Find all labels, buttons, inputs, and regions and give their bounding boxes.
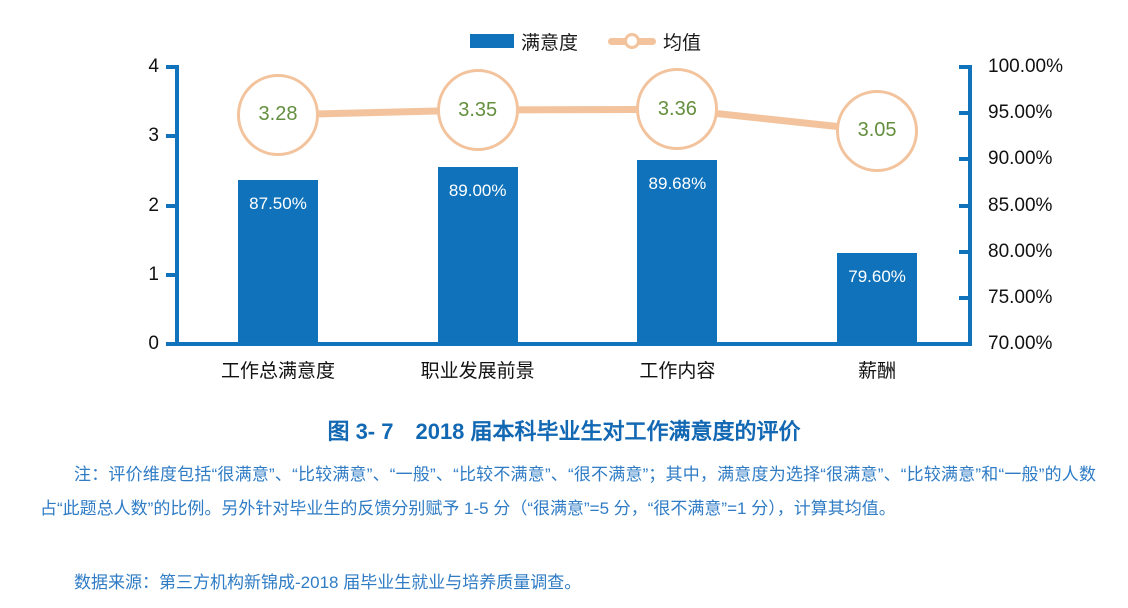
- figure-caption: 图 3- 7 2018 届本科毕业生对工作满意度的评价: [327, 419, 801, 444]
- bar-value-label: 87.50%: [249, 194, 307, 214]
- mean-marker-3: 3.05: [836, 89, 919, 172]
- mean-marker-1: 3.35: [436, 69, 519, 151]
- category-label: 工作内容: [639, 361, 716, 382]
- y-axis-right-ticklabel: 80.00%: [988, 240, 1053, 262]
- bar-3: [837, 253, 918, 342]
- y-axis-right-ticklabel: 85.00%: [988, 194, 1053, 216]
- bar-2: [637, 160, 718, 342]
- data-source-note: 数据来源：第三方机构新锦成-2018 届毕业生就业与培养质量调查。: [74, 573, 582, 592]
- figure-note: 注：评价维度包括“很满意”、“比较满意”、“一般”、“比较不满意”、“很不满意”…: [40, 465, 1096, 518]
- y-axis-right-tick: [959, 342, 968, 346]
- satisfaction-chart: 满意度 均值 4 3 2 1 0 100.00% 95.00% 90.00% 85.00% 80.…: [148, 28, 1064, 383]
- y-axis-left-line: [175, 65, 179, 346]
- chart-legend: 满意度 均值: [470, 28, 701, 54]
- y-axis-left-ticklabel: 4: [148, 56, 159, 77]
- bar-value-label: 89.00%: [448, 180, 507, 200]
- legend-line-marker-icon: [608, 33, 657, 49]
- y-axis-right-tick: [959, 111, 968, 116]
- y-axis-right-tick: [959, 203, 968, 208]
- y-axis-right-tick: [959, 65, 968, 69]
- y-axis-left-ticklabel: 1: [148, 263, 159, 285]
- y-axis-right-tick: [959, 295, 968, 300]
- y-axis-right-ticklabel: 95.00%: [988, 102, 1053, 124]
- legend-circle-icon: [624, 33, 641, 49]
- y-axis-right-ticklabel: 70.00%: [988, 333, 1053, 354]
- category-label: 工作总满意度: [220, 361, 335, 382]
- bar-0: [238, 180, 318, 342]
- y-axis-left-ticklabel: 3: [148, 125, 159, 147]
- y-axis-right-ticklabel: 75.00%: [988, 286, 1053, 308]
- bar-value-label: 79.60%: [848, 267, 906, 287]
- y-axis-right-tick: [959, 157, 968, 162]
- y-axis-right-ticklabel: 100.00%: [988, 56, 1064, 77]
- y-axis-left-ticklabel: 2: [148, 194, 159, 216]
- bar-value-label: 89.68%: [648, 174, 707, 194]
- bar-1: [437, 166, 518, 342]
- mean-line: [277, 105, 878, 135]
- category-label: 薪酬: [858, 361, 897, 382]
- y-axis-left-tick: [166, 203, 175, 208]
- x-axis-line: [175, 342, 972, 346]
- legend-bar-swatch-icon: [470, 34, 514, 48]
- mean-marker-2: 3.36: [636, 68, 719, 151]
- legend-bar-label: 满意度: [521, 32, 579, 54]
- y-axis-left-ticklabel: 0: [148, 333, 159, 354]
- category-label: 职业发展前景: [420, 361, 535, 382]
- y-axis-left-tick: [166, 342, 175, 346]
- plot-area: 4 3 2 1 0 100.00% 95.00% 90.00% 85.00% 80.00% 75.0…: [148, 56, 1064, 382]
- y-axis-right-ticklabel: 90.00%: [988, 148, 1053, 170]
- mean-marker-0: 3.28: [237, 73, 319, 156]
- y-axis-left-tick: [166, 65, 175, 69]
- legend-line-label: 均值: [663, 32, 702, 54]
- y-axis-left-tick: [166, 134, 175, 139]
- y-axis-right-line: [968, 65, 972, 346]
- y-axis-left-tick: [166, 272, 175, 277]
- y-axis-right-tick: [959, 249, 968, 254]
